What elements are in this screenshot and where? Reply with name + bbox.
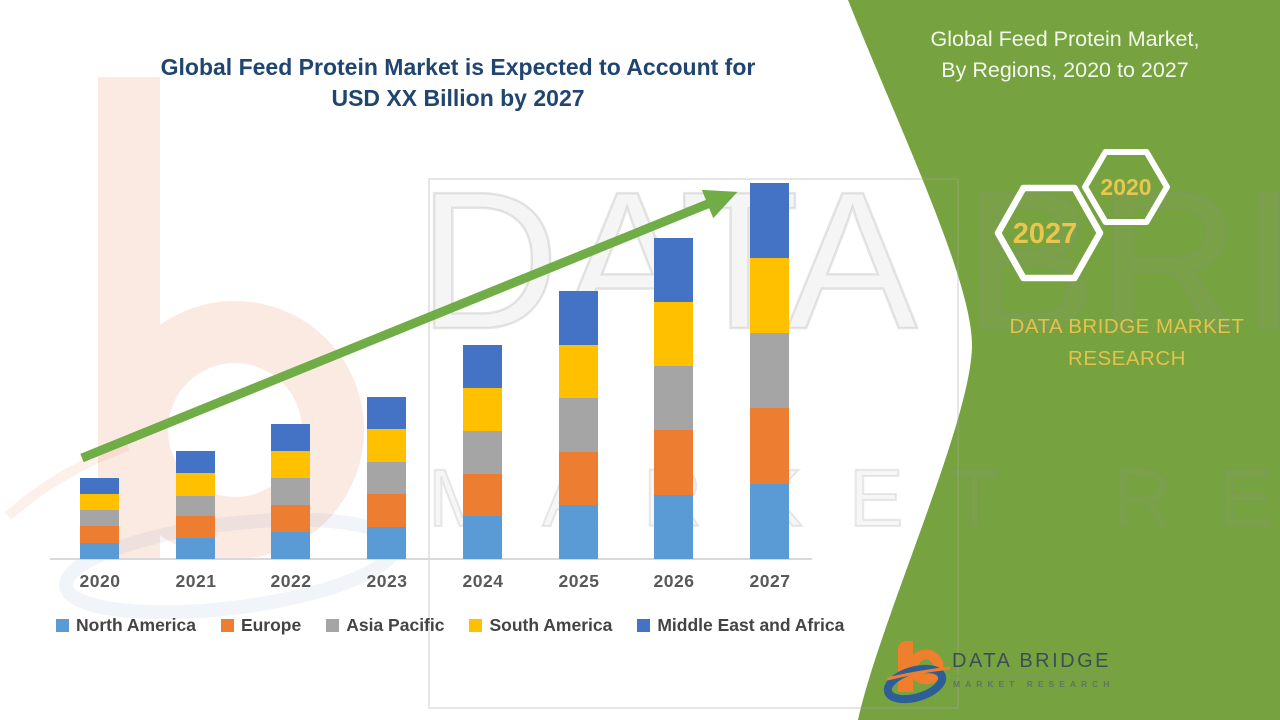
legend-swatch xyxy=(56,619,69,632)
hexagon-2020-label: 2020 xyxy=(1100,174,1151,200)
legend-label: South America xyxy=(489,615,613,635)
sidebar-brand-line2: RESEARCH xyxy=(1068,347,1186,370)
bar-segment-europe xyxy=(176,516,215,538)
legend-item-north-america: North America xyxy=(56,615,196,636)
sidebar-brand-text: DATA BRIDGE MARKET RESEARCH xyxy=(962,311,1280,375)
bar-segment-asia-pacific xyxy=(176,496,215,516)
x-axis-label-2027: 2027 xyxy=(749,571,791,591)
bar-segment-north-america xyxy=(367,527,406,559)
chart-title: Global Feed Protein Market is Expected t… xyxy=(128,52,788,114)
chart-title-line1: Global Feed Protein Market is Expected t… xyxy=(160,54,756,80)
bar-segment-south-america xyxy=(80,494,119,510)
logo-blue-swoosh xyxy=(883,664,947,704)
legend-item-europe: Europe xyxy=(220,615,302,636)
x-axis-label-2023: 2023 xyxy=(366,571,408,591)
logo-wordmark: DATA BRIDGE xyxy=(952,650,1112,677)
bar-segment-asia-pacific xyxy=(750,333,789,408)
hexagon-2020 xyxy=(1082,149,1170,225)
legend-swatch xyxy=(469,619,483,632)
legend-item-asia-pacific: Asia Pacific xyxy=(326,615,444,636)
bar-segment-north-america xyxy=(654,495,693,559)
bar-2027 xyxy=(750,183,789,559)
bar-segment-north-america xyxy=(80,543,119,559)
legend-item-middle-east-and-africa: Middle East and Africa xyxy=(637,615,844,636)
bar-segment-europe xyxy=(80,526,119,543)
legend-swatch xyxy=(326,619,340,632)
x-axis-label-2021: 2021 xyxy=(175,571,217,591)
x-axis-line xyxy=(50,558,812,560)
legend: North America Europe Asia Pacific South Ame… xyxy=(56,615,844,636)
bar-segment-north-america xyxy=(271,532,310,559)
chart-title-line2: USD XX Billion by 2027 xyxy=(331,85,585,111)
bar-2022 xyxy=(271,424,310,559)
dbmr-logo-mark xyxy=(883,641,951,704)
logo-b-stem xyxy=(898,641,913,692)
hexagon-2027-label: 2027 xyxy=(1013,218,1078,250)
bar-segment-north-america xyxy=(463,516,502,559)
x-axis-label-2026: 2026 xyxy=(653,571,695,591)
bar-segment-europe xyxy=(463,474,502,516)
x-axis-label-2020: 2020 xyxy=(79,571,121,591)
x-axis-label-2025: 2025 xyxy=(558,571,600,591)
bar-2020 xyxy=(80,478,119,559)
hexagon-2027 xyxy=(994,184,1104,282)
bar-segment-europe xyxy=(367,494,406,527)
legend-swatch xyxy=(637,619,651,632)
bar-segment-middle-east-and-africa xyxy=(80,478,119,494)
sidebar-heading-line2: By Regions, 2020 to 2027 xyxy=(941,58,1189,82)
bar-segment-asia-pacific xyxy=(367,462,406,494)
legend-item-south-america: South America xyxy=(469,615,612,636)
bar-segment-europe xyxy=(271,505,310,532)
bar-segment-north-america xyxy=(750,484,789,559)
bar-segment-south-america xyxy=(750,258,789,333)
bar-segment-north-america xyxy=(559,505,598,559)
bar-segment-asia-pacific xyxy=(271,478,310,505)
x-axis-label-2024: 2024 xyxy=(462,571,504,591)
bar-segment-north-america xyxy=(176,538,215,559)
legend-label: North America xyxy=(76,615,196,635)
bar-segment-south-america xyxy=(176,473,215,496)
logo-subtext: MARKET RESEARCH xyxy=(953,679,1115,689)
legend-label: Middle East and Africa xyxy=(657,615,845,635)
logo-orange-swoosh xyxy=(886,666,951,681)
sidebar-brand-line1: DATA BRIDGE MARKET xyxy=(1009,315,1245,338)
bar-segment-europe xyxy=(750,408,789,484)
sidebar-heading: Global Feed Protein Market, By Regions, … xyxy=(856,24,1274,86)
green-panel-shape xyxy=(848,0,1280,720)
legend-label: Europe xyxy=(240,615,302,635)
bar-segment-asia-pacific xyxy=(80,510,119,526)
legend-swatch xyxy=(220,619,234,632)
x-axis-label-2022: 2022 xyxy=(270,571,312,591)
bar-segment-middle-east-and-africa xyxy=(750,183,789,258)
legend-label: Asia Pacific xyxy=(346,615,445,635)
sidebar-heading-line1: Global Feed Protein Market, xyxy=(930,27,1200,51)
